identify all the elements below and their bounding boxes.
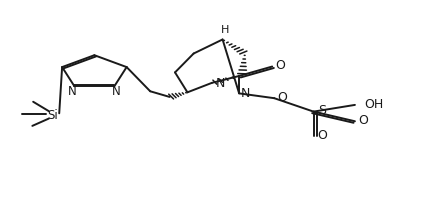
Text: N: N [216,77,226,90]
Text: S: S [318,104,326,117]
Text: H: H [220,25,229,36]
Text: N: N [241,88,250,101]
Text: Si: Si [48,109,58,122]
Text: N: N [112,85,121,98]
Text: OH: OH [364,98,383,111]
Text: O: O [277,91,287,104]
Text: O: O [317,129,327,142]
Text: O: O [276,59,285,72]
Text: N: N [68,85,77,98]
Text: O: O [358,114,368,127]
